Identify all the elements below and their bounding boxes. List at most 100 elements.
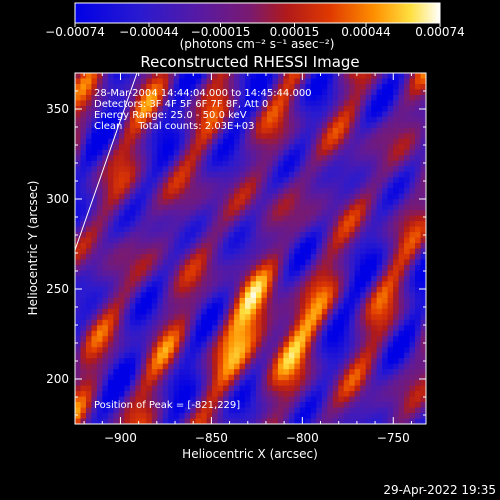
- heatmap-cell: [376, 83, 383, 91]
- heatmap-cell: [75, 127, 82, 134]
- heatmap-cell: [272, 226, 279, 233]
- heatmap-cell: [113, 358, 120, 365]
- heatmap-cell: [184, 127, 191, 134]
- heatmap-cell: [135, 122, 142, 129]
- heatmap-cell: [321, 396, 328, 403]
- heatmap-cell: [277, 160, 284, 167]
- heatmap-cell: [261, 380, 268, 387]
- heatmap-cell: [261, 297, 268, 304]
- heatmap-cell: [129, 94, 136, 102]
- heatmap-cell: [415, 100, 422, 107]
- heatmap-cell: [382, 237, 389, 244]
- heatmap-cell: [228, 281, 235, 288]
- heatmap-cell: [113, 237, 120, 244]
- heatmap-cell: [162, 155, 169, 162]
- heatmap-cell: [179, 341, 186, 348]
- heatmap-cell: [261, 303, 268, 310]
- heatmap-cell: [206, 100, 213, 107]
- heatmap-cell: [398, 380, 405, 387]
- heatmap-cell: [190, 352, 197, 359]
- heatmap-cell: [283, 413, 290, 420]
- heatmap-cell: [288, 303, 295, 310]
- heatmap-cell: [387, 133, 394, 140]
- heatmap-cell: [338, 160, 345, 167]
- heatmap-cell: [415, 193, 422, 200]
- x-axis-label: Heliocentric X (arcsec): [182, 447, 318, 461]
- heatmap-cell: [113, 319, 120, 326]
- heatmap-cell: [190, 336, 197, 343]
- heatmap-cell: [129, 418, 136, 424]
- heatmap-cell: [206, 286, 213, 293]
- heatmap-cell: [272, 336, 279, 343]
- heatmap-cell: [272, 314, 279, 321]
- heatmap-cell: [316, 105, 323, 112]
- heatmap-cell: [376, 303, 383, 310]
- heatmap-cell: [195, 319, 202, 326]
- heatmap-cell: [305, 253, 312, 261]
- heatmap-cell: [228, 199, 235, 206]
- heatmap-cell: [234, 83, 241, 91]
- heatmap-cell: [239, 336, 246, 343]
- heatmap-cell: [151, 78, 158, 85]
- heatmap-cell: [316, 314, 323, 321]
- heatmap-cell: [96, 314, 104, 321]
- heatmap-cell: [184, 188, 191, 195]
- heatmap-cell: [140, 358, 147, 365]
- heatmap-cell: [107, 248, 114, 255]
- heatmap-cell: [376, 160, 383, 167]
- heatmap-cell: [118, 193, 125, 200]
- heatmap-cell: [404, 232, 411, 239]
- heatmap-cell: [223, 253, 230, 261]
- heatmap-cell: [266, 358, 274, 365]
- heatmap-cell: [255, 369, 263, 376]
- heatmap-cell: [343, 396, 350, 403]
- heatmap-cell: [305, 138, 312, 145]
- heatmap-cell: [349, 160, 356, 167]
- heatmap-cell: [245, 336, 252, 343]
- heatmap-cell: [239, 330, 246, 337]
- heatmap-cell: [228, 73, 235, 80]
- heatmap-cell: [310, 314, 317, 321]
- heatmap-cell: [140, 259, 147, 266]
- heatmap-cell: [255, 297, 263, 304]
- heatmap-cell: [343, 171, 350, 178]
- heatmap-cell: [415, 177, 422, 184]
- heatmap-cell: [217, 100, 224, 107]
- heatmap-cell: [277, 385, 284, 392]
- heatmap-cell: [91, 369, 98, 376]
- heatmap-cell: [113, 396, 120, 403]
- heatmap-cell: [96, 78, 104, 85]
- heatmap-cell: [173, 182, 180, 189]
- heatmap-cell: [168, 248, 175, 255]
- heatmap-cell: [146, 385, 153, 392]
- heatmap-cell: [266, 215, 274, 222]
- heatmap-cell: [349, 286, 356, 293]
- heatmap-cell: [80, 149, 87, 156]
- heatmap-cell: [382, 73, 389, 80]
- heatmap-cell: [184, 369, 191, 376]
- heatmap-cell: [91, 352, 98, 359]
- heatmap-cell: [294, 144, 301, 151]
- heatmap-cell: [140, 330, 147, 337]
- heatmap-cell: [118, 111, 125, 118]
- heatmap-cell: [398, 78, 405, 85]
- heatmap-cell: [360, 144, 367, 151]
- heatmap-cell: [201, 281, 208, 288]
- heatmap-cell: [250, 177, 257, 184]
- heatmap-cell: [277, 144, 284, 151]
- heatmap-cell: [223, 314, 230, 321]
- heatmap-cell: [354, 374, 361, 381]
- heatmap-cell: [173, 308, 180, 315]
- heatmap-cell: [190, 232, 197, 239]
- heatmap-cell: [321, 418, 328, 424]
- heatmap-cell: [75, 358, 82, 365]
- heatmap-cell: [118, 100, 125, 107]
- heatmap-cell: [349, 232, 356, 239]
- heatmap-cell: [107, 133, 114, 140]
- heatmap-cell: [316, 204, 323, 211]
- heatmap-cell: [327, 358, 334, 365]
- heatmap-cell: [124, 171, 131, 178]
- heatmap-cell: [250, 193, 257, 200]
- heatmap-cell: [415, 144, 422, 151]
- heatmap-cell: [151, 248, 158, 255]
